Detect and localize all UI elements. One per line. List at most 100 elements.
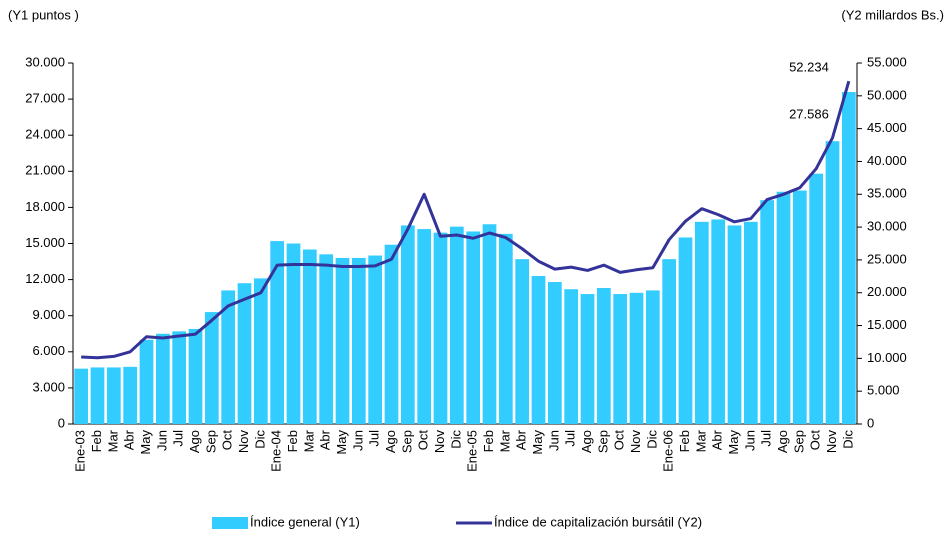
y2-tick-label: 45.000 (867, 120, 907, 135)
y2-tick-label: 20.000 (867, 284, 907, 299)
x-tick-label: Sep (399, 430, 414, 453)
x-tick-label: Dic (252, 430, 267, 449)
bar (155, 333, 170, 424)
y2-tick-label: 15.000 (867, 317, 907, 332)
y2-axis-label: (Y2 millardos Bs.) (841, 7, 944, 22)
x-tick-label: Ago (579, 430, 594, 453)
bar (547, 282, 562, 424)
y2-tick-label: 25.000 (867, 251, 907, 266)
data-label: 27.586 (789, 106, 829, 121)
bar (368, 255, 383, 424)
bar (188, 328, 203, 424)
bar (449, 226, 464, 424)
bar (90, 367, 105, 424)
x-tick-label: Ene-04 (269, 430, 284, 472)
x-tick-label: Dic (840, 430, 855, 449)
bar (776, 191, 791, 424)
x-tick-label: Feb (89, 430, 104, 452)
x-tick-label: Ago (775, 430, 790, 453)
x-tick-label: Oct (808, 430, 823, 451)
x-tick-label: Feb (285, 430, 300, 452)
bar (221, 290, 236, 424)
x-tick-label: Mar (497, 429, 512, 452)
x-tick-label: Jun (546, 430, 561, 451)
bar (580, 294, 595, 424)
bar (498, 233, 513, 424)
x-tick-label: May (334, 430, 349, 455)
bar (237, 283, 252, 424)
bar (335, 257, 350, 424)
bar (678, 237, 693, 424)
bar (662, 259, 677, 424)
bar (515, 259, 530, 424)
bar (613, 294, 628, 424)
bar (711, 219, 726, 424)
y-tick-label: 24.000 (25, 127, 65, 142)
x-tick-label: Mar (301, 429, 316, 452)
x-tick-label: Ene-03 (73, 430, 88, 472)
x-tick-label: Ago (383, 430, 398, 453)
x-tick-label: Jun (350, 430, 365, 451)
x-tick-label: Mar (105, 429, 120, 452)
x-tick-label: Nov (824, 430, 839, 454)
line (81, 80, 851, 360)
bar (106, 367, 121, 424)
y-tick-label: 12.000 (25, 271, 65, 286)
bar (482, 224, 497, 424)
bar (319, 254, 334, 424)
bar (302, 249, 317, 424)
bar (74, 368, 89, 424)
x-tick-label: Sep (203, 430, 218, 453)
bar (809, 173, 824, 424)
y-tick-label: 3.000 (32, 379, 65, 394)
x-tick-label: Abr (318, 429, 333, 450)
bar (694, 221, 709, 424)
y2-tick-label: 40.000 (867, 153, 907, 168)
x-tick-label: Sep (595, 430, 610, 453)
bar (384, 244, 399, 424)
y2-tick-label: 50.000 (867, 87, 907, 102)
x-tick-label: Abr (122, 429, 137, 450)
y2-tick-label: 10.000 (867, 350, 907, 365)
x-tick-label: Jul (563, 430, 578, 447)
bar (645, 290, 660, 424)
bar (825, 141, 840, 424)
x-tick-label: Ene-06 (661, 430, 676, 472)
x-tick-label: Oct (220, 430, 235, 451)
bar (351, 257, 366, 424)
x-tick-label: Mar (693, 429, 708, 452)
y-tick-label: 21.000 (25, 163, 65, 178)
x-tick-label: Abr (514, 429, 529, 450)
x-tick-label: Abr (710, 429, 725, 450)
bar (123, 366, 138, 424)
y2-tick-label: 5.000 (867, 383, 900, 398)
x-tick-label: May (530, 430, 545, 455)
y-tick-label: 6.000 (32, 343, 65, 358)
y-tick-label: 15.000 (25, 235, 65, 250)
x-tick-label: Oct (416, 430, 431, 451)
x-tick-label: Jun (742, 430, 757, 451)
x-tick-label: Jun (154, 430, 169, 451)
x-tick-label: Ago (187, 430, 202, 453)
x-tick-label: Jul (759, 430, 774, 447)
y-tick-label: 27.000 (25, 91, 65, 106)
x-tick-label: Jul (367, 430, 382, 447)
x-tick-label: May (726, 430, 741, 455)
bar (270, 241, 285, 424)
bar (417, 229, 432, 424)
bar (139, 339, 154, 424)
y2-tick-label: 0 (867, 415, 874, 430)
x-tick-label: Feb (481, 430, 496, 452)
bar (400, 225, 415, 424)
x-tick-label: Sep (791, 430, 806, 453)
y-tick-label: 0 (58, 415, 65, 430)
bar (466, 231, 481, 424)
y-tick-label: 30.000 (25, 54, 65, 69)
data-label: 52.234 (789, 59, 829, 74)
y-tick-label: 9.000 (32, 307, 65, 322)
bar (286, 243, 301, 424)
legend-label: Índice de capitalización bursátil (Y2) (494, 514, 702, 529)
legend-swatch (212, 517, 248, 529)
x-tick-label: Nov (628, 430, 643, 454)
